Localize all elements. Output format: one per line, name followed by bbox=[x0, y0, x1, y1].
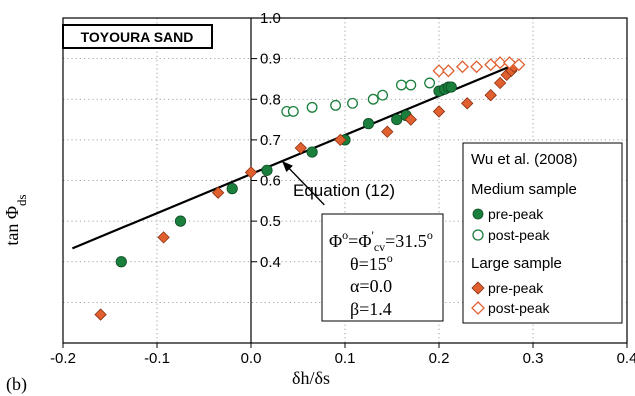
y-axis-label-main: tan Φ bbox=[2, 206, 22, 246]
point-medium-pre-peak bbox=[115, 256, 127, 268]
point-large-pre-peak bbox=[484, 89, 497, 102]
legend-box bbox=[462, 142, 623, 324]
chart-title: TOYOURA SAND bbox=[81, 29, 194, 45]
legend-marker-large-post bbox=[471, 301, 485, 315]
point-large-post-peak bbox=[470, 60, 484, 74]
y-axis: 0.4 0.5 0.6 0.7 0.8 0.9 1.0 bbox=[250, 10, 281, 343]
legend-title: Wu et al. (2008) bbox=[471, 151, 577, 168]
panel-label: (b) bbox=[6, 374, 27, 395]
param-phi-sup1: o bbox=[342, 228, 348, 242]
legend-marker-large-pre bbox=[471, 281, 485, 295]
point-medium-post-peak bbox=[330, 99, 342, 111]
point-large-pre-peak bbox=[381, 125, 394, 138]
point-medium-post-peak bbox=[367, 93, 379, 105]
point-large-post-peak bbox=[512, 58, 526, 72]
x-tick-label: 0.0 bbox=[241, 350, 262, 367]
y-tick-label: 0.5 bbox=[260, 213, 281, 230]
legend-label-large-post: post-peak bbox=[488, 300, 550, 316]
point-medium-post-peak bbox=[347, 97, 358, 109]
point-large-post-peak bbox=[493, 56, 507, 70]
x-tick-label: 0.3 bbox=[523, 350, 544, 367]
legend-group-large: Large sample bbox=[471, 255, 562, 272]
point-medium-pre-peak bbox=[391, 113, 403, 126]
parameter-box bbox=[321, 213, 444, 322]
point-medium-post-peak bbox=[377, 89, 389, 101]
point-medium-pre-peak bbox=[226, 183, 238, 195]
x-tick-label: 0.4 bbox=[617, 350, 635, 367]
param-theta-text: θ=15 bbox=[350, 254, 387, 274]
point-medium-post-peak bbox=[287, 105, 299, 117]
point-medium-pre-peak bbox=[261, 164, 273, 176]
point-large-pre-peak bbox=[211, 186, 225, 199]
param-beta: β=1.4 bbox=[350, 299, 392, 319]
point-large-pre-peak bbox=[294, 141, 307, 155]
y-tick-label: 0.7 bbox=[260, 132, 281, 149]
legend-marker-medium-post bbox=[472, 229, 484, 241]
param-theta: θ=15o bbox=[350, 251, 393, 274]
point-medium-pre-peak bbox=[445, 81, 457, 93]
param-phi-right: =31.5 bbox=[385, 231, 427, 251]
param-phi-sup2: o bbox=[427, 228, 433, 242]
legend-label-large-pre: pre-peak bbox=[488, 280, 544, 296]
point-medium-pre-peak bbox=[306, 146, 318, 158]
param-phi-prime: ' bbox=[371, 228, 373, 243]
point-large-pre-peak bbox=[334, 133, 347, 147]
point-medium-post-peak bbox=[395, 79, 407, 91]
point-large-pre-peak bbox=[244, 166, 258, 179]
data-points bbox=[94, 56, 526, 321]
title-box bbox=[62, 24, 213, 49]
y-tick-label: 0.8 bbox=[260, 91, 281, 108]
x-tick-label: 0.1 bbox=[335, 350, 356, 367]
point-large-pre-peak bbox=[461, 97, 474, 110]
x-axis-label: δh/δs bbox=[292, 368, 330, 388]
annotation-text: Equation (12) bbox=[293, 181, 395, 200]
point-medium-post-peak bbox=[306, 101, 318, 113]
point-large-pre-peak bbox=[432, 105, 446, 118]
x-tick-label: -0.2 bbox=[50, 350, 76, 367]
point-large-post-peak bbox=[455, 60, 470, 74]
legend-label-medium-pre: pre-peak bbox=[488, 206, 544, 222]
y-tick-label: 0.9 bbox=[260, 51, 281, 68]
y-axis-label: tan Φds bbox=[2, 194, 29, 245]
point-large-post-peak bbox=[432, 64, 446, 78]
point-large-post-peak bbox=[502, 56, 517, 70]
legend: Wu et al. (2008) Medium sample pre-peak … bbox=[462, 142, 623, 324]
y-tick-label: 0.4 bbox=[260, 254, 281, 271]
y-tick-label: 0.6 bbox=[260, 173, 281, 190]
y-tick-label: 1.0 bbox=[260, 10, 281, 27]
legend-label-medium-post: post-peak bbox=[488, 227, 550, 243]
legend-group-medium: Medium sample bbox=[471, 181, 577, 198]
param-alpha: α=0.0 bbox=[350, 276, 392, 296]
param-phi-mid: =Φ bbox=[348, 231, 371, 251]
param-phi-sub: cv bbox=[374, 240, 385, 254]
point-large-post-peak bbox=[484, 58, 498, 72]
annotation-arrow-head bbox=[282, 161, 293, 173]
point-large-pre-peak bbox=[404, 113, 417, 126]
legend-marker-medium-pre bbox=[472, 208, 484, 220]
param-phi: Φo=Φ'cv=31.5o bbox=[329, 228, 433, 254]
param-phi-left: Φ bbox=[329, 231, 342, 251]
point-large-pre-peak bbox=[157, 231, 170, 244]
x-tick-label: -0.1 bbox=[144, 350, 170, 367]
x-tick-label: 0.2 bbox=[429, 350, 450, 367]
param-theta-sup: o bbox=[387, 251, 393, 265]
point-medium-pre-peak bbox=[174, 215, 187, 227]
point-medium-pre-peak bbox=[362, 118, 375, 130]
x-axis: -0.2 -0.1 0.0 0.1 0.2 0.3 0.4 bbox=[50, 343, 635, 367]
point-large-pre-peak bbox=[493, 76, 507, 90]
point-medium-post-peak bbox=[405, 79, 417, 91]
point-large-pre-peak bbox=[94, 308, 107, 321]
y-axis-label-sub: ds bbox=[14, 194, 29, 206]
point-large-post-peak bbox=[441, 64, 455, 78]
point-medium-post-peak bbox=[424, 77, 436, 89]
